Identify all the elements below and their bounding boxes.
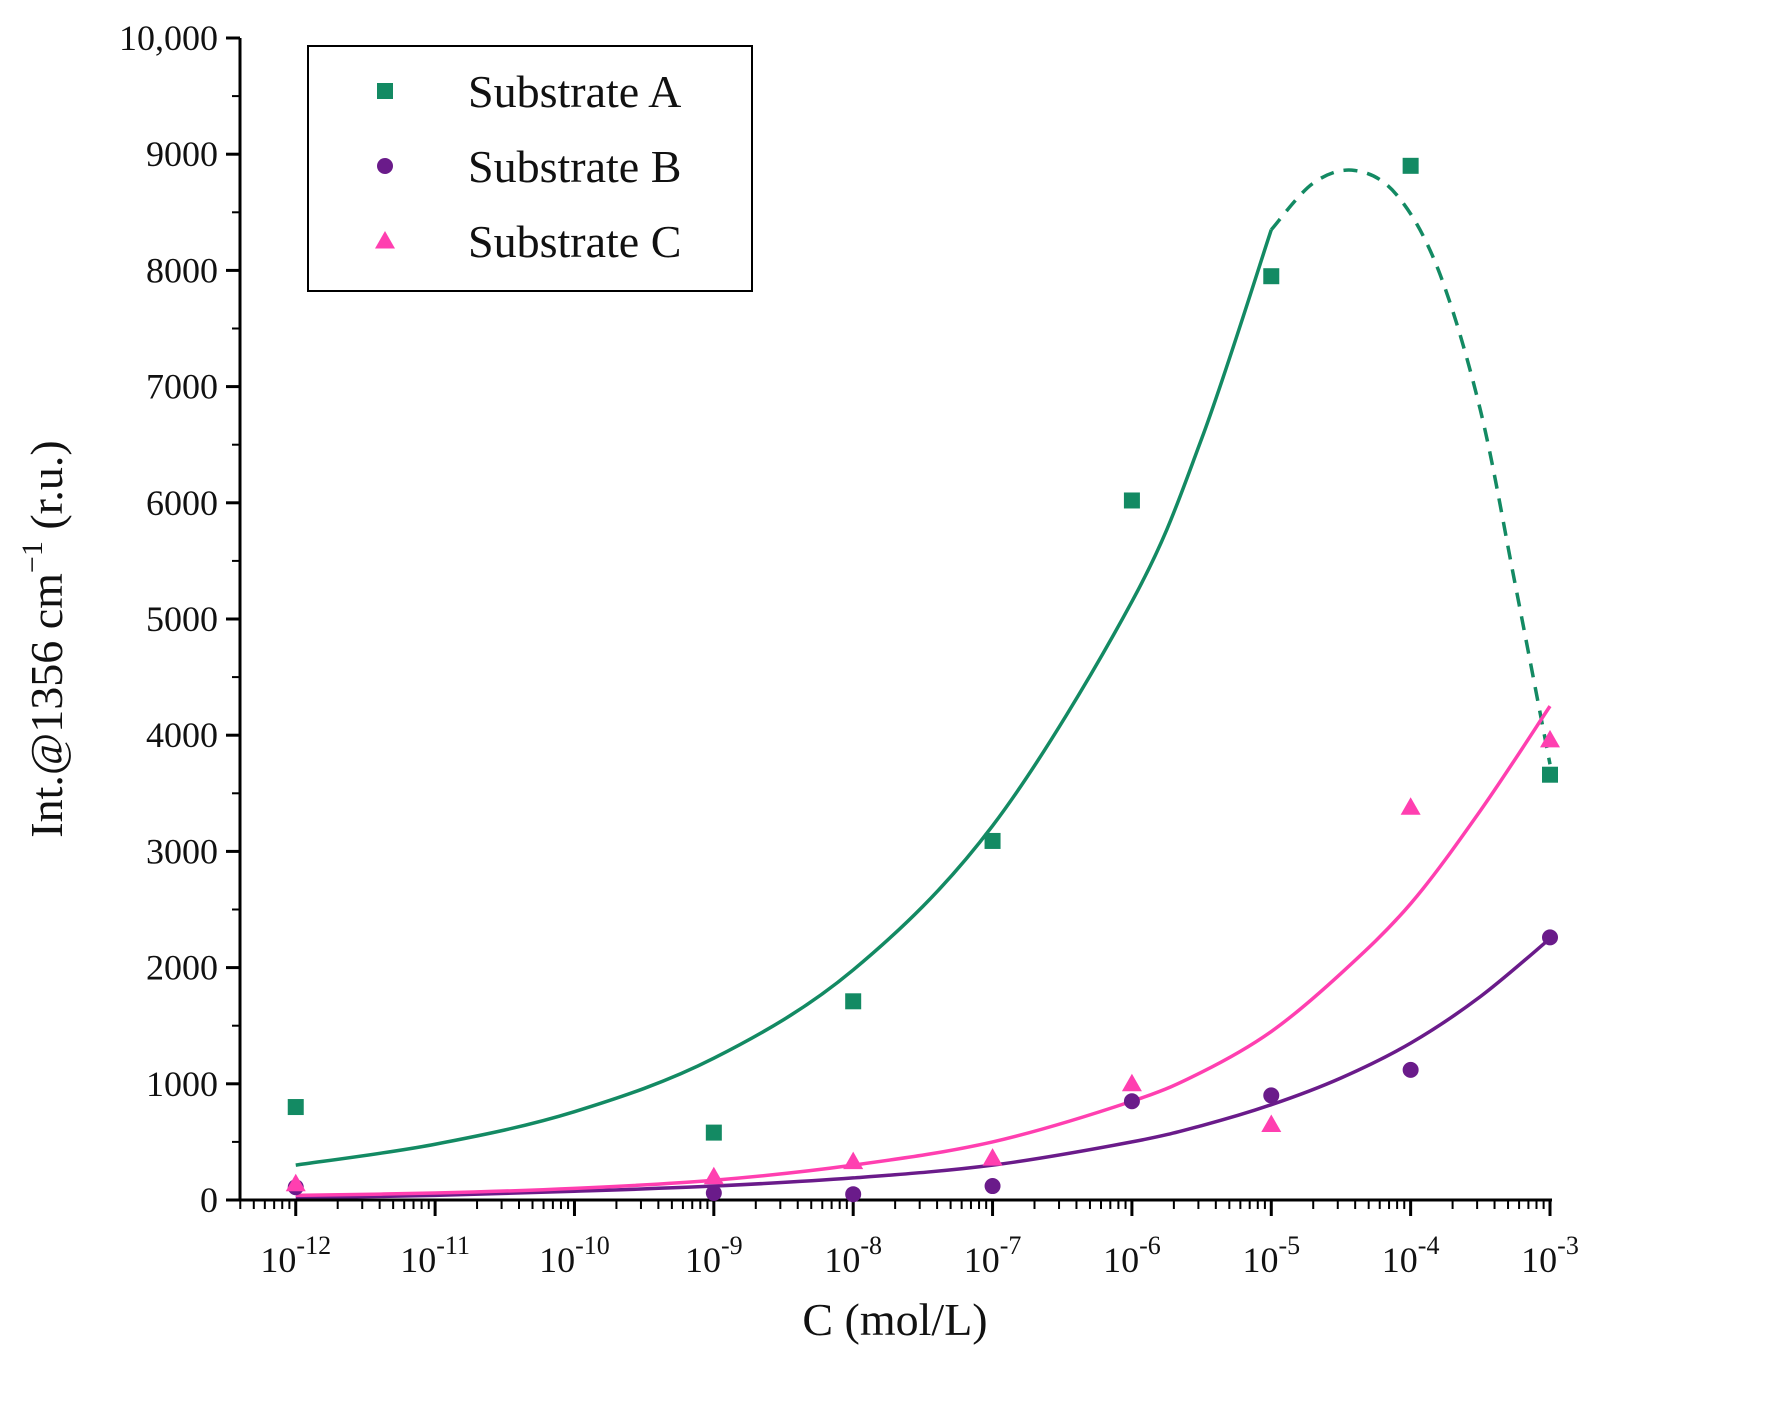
substrate-c-point bbox=[1540, 729, 1560, 748]
substrate-b-point bbox=[1263, 1087, 1280, 1104]
y-axis-title-main: Int.@1356 cm bbox=[21, 573, 72, 838]
legend: Substrate A Substrate B Substrate C bbox=[307, 45, 753, 292]
x-tick-label: 10-10 bbox=[539, 1231, 610, 1280]
x-tick-label: 10-6 bbox=[1103, 1231, 1161, 1280]
substrate-c-point bbox=[703, 1166, 724, 1185]
substrate-b-point bbox=[984, 1178, 1001, 1195]
legend-label: Substrate A bbox=[468, 66, 681, 117]
x-tick-label: 10-8 bbox=[824, 1231, 882, 1280]
substrate-c-point bbox=[285, 1173, 306, 1192]
x-axis-title: C (mol/L) bbox=[802, 1294, 987, 1345]
y-tick-label: 5000 bbox=[146, 599, 218, 639]
substrate-c-point bbox=[1400, 797, 1421, 815]
substrate-c-point bbox=[1121, 1073, 1142, 1092]
y-axis-title-unit: (r.u.) bbox=[21, 440, 72, 541]
y-tick-label: 9000 bbox=[146, 134, 218, 174]
substrate-a-point bbox=[1542, 766, 1558, 783]
x-tick-label: 10-7 bbox=[964, 1231, 1022, 1280]
substrate-b-fit-line bbox=[295, 937, 1552, 1200]
substrate-a-fit-line bbox=[295, 229, 1273, 1167]
data-points bbox=[285, 157, 1560, 1203]
substrate-a-point bbox=[1402, 157, 1419, 174]
fit-curves bbox=[295, 168, 1552, 1200]
substrate-a-point bbox=[984, 832, 1001, 849]
legend-label: Substrate B bbox=[468, 141, 681, 192]
y-tick-label: 6000 bbox=[146, 483, 218, 523]
axes: 0 1000 2000 3000 4000 5000 6000 7000 8000 9000 10,… bbox=[119, 18, 1579, 1280]
substrate-c-point bbox=[1261, 1114, 1282, 1132]
substrate-b-point bbox=[845, 1186, 862, 1203]
legend-marker-substrate-b bbox=[377, 158, 393, 174]
substrate-c-fit-line bbox=[295, 705, 1552, 1198]
y-tick-label: 4000 bbox=[146, 715, 218, 755]
substrate-c-point bbox=[843, 1151, 864, 1170]
legend-label: Substrate C bbox=[468, 216, 681, 267]
y-tick-label: 2000 bbox=[146, 948, 218, 988]
y-tick-label: 8000 bbox=[146, 250, 218, 290]
substrate-b-point bbox=[1123, 1093, 1140, 1110]
substrate-b-point bbox=[1542, 929, 1558, 946]
y-tick-label: 3000 bbox=[146, 831, 218, 871]
substrate-a-fit-dashed-line bbox=[1269, 168, 1552, 765]
substrate-b-point bbox=[705, 1185, 722, 1202]
y-axis-title: Int.@1356 cm−1 (r.u.) bbox=[16, 440, 72, 838]
substrate-a-point bbox=[705, 1124, 722, 1141]
x-tick-label: 10-11 bbox=[400, 1231, 470, 1280]
substrate-a-point bbox=[845, 993, 862, 1010]
x-tick-label: 10-4 bbox=[1382, 1231, 1440, 1280]
x-tick-label: 10-5 bbox=[1242, 1231, 1300, 1280]
substrate-a-point bbox=[1263, 268, 1280, 285]
x-tick-label: 10-3 bbox=[1521, 1231, 1579, 1280]
x-tick-label: 10-12 bbox=[260, 1231, 331, 1280]
x-tick-label: 10-9 bbox=[685, 1231, 743, 1280]
y-axis-title-superscript: −1 bbox=[16, 541, 49, 573]
legend-marker-substrate-a bbox=[377, 83, 393, 99]
y-tick-label: 10,000 bbox=[119, 18, 218, 58]
legend-marker-substrate-c bbox=[375, 231, 395, 249]
substrate-c-point bbox=[982, 1148, 1003, 1166]
substrate-a-point bbox=[287, 1099, 304, 1116]
y-tick-label: 0 bbox=[200, 1180, 218, 1220]
substrate-a-point bbox=[1123, 492, 1140, 509]
y-tick-label: 1000 bbox=[146, 1064, 218, 1104]
y-tick-label: 7000 bbox=[146, 367, 218, 407]
substrate-b-point bbox=[1402, 1061, 1419, 1078]
